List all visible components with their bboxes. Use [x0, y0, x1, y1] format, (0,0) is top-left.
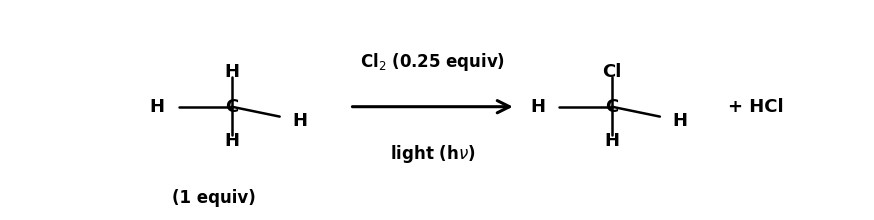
Text: C: C [605, 98, 619, 116]
Text: H: H [530, 98, 545, 116]
Text: H: H [604, 132, 620, 150]
Text: H: H [224, 132, 239, 150]
Text: (1 equiv): (1 equiv) [172, 189, 256, 207]
Text: light (h$\nu$): light (h$\nu$) [390, 143, 475, 165]
Text: Cl$_2$ (0.25 equiv): Cl$_2$ (0.25 equiv) [360, 51, 505, 73]
Text: H: H [672, 112, 688, 130]
Text: C: C [225, 98, 239, 116]
Text: + HCl: + HCl [728, 98, 784, 116]
Text: H: H [224, 62, 239, 81]
Text: H: H [292, 112, 308, 130]
Text: H: H [149, 98, 165, 116]
Text: Cl: Cl [602, 62, 621, 81]
